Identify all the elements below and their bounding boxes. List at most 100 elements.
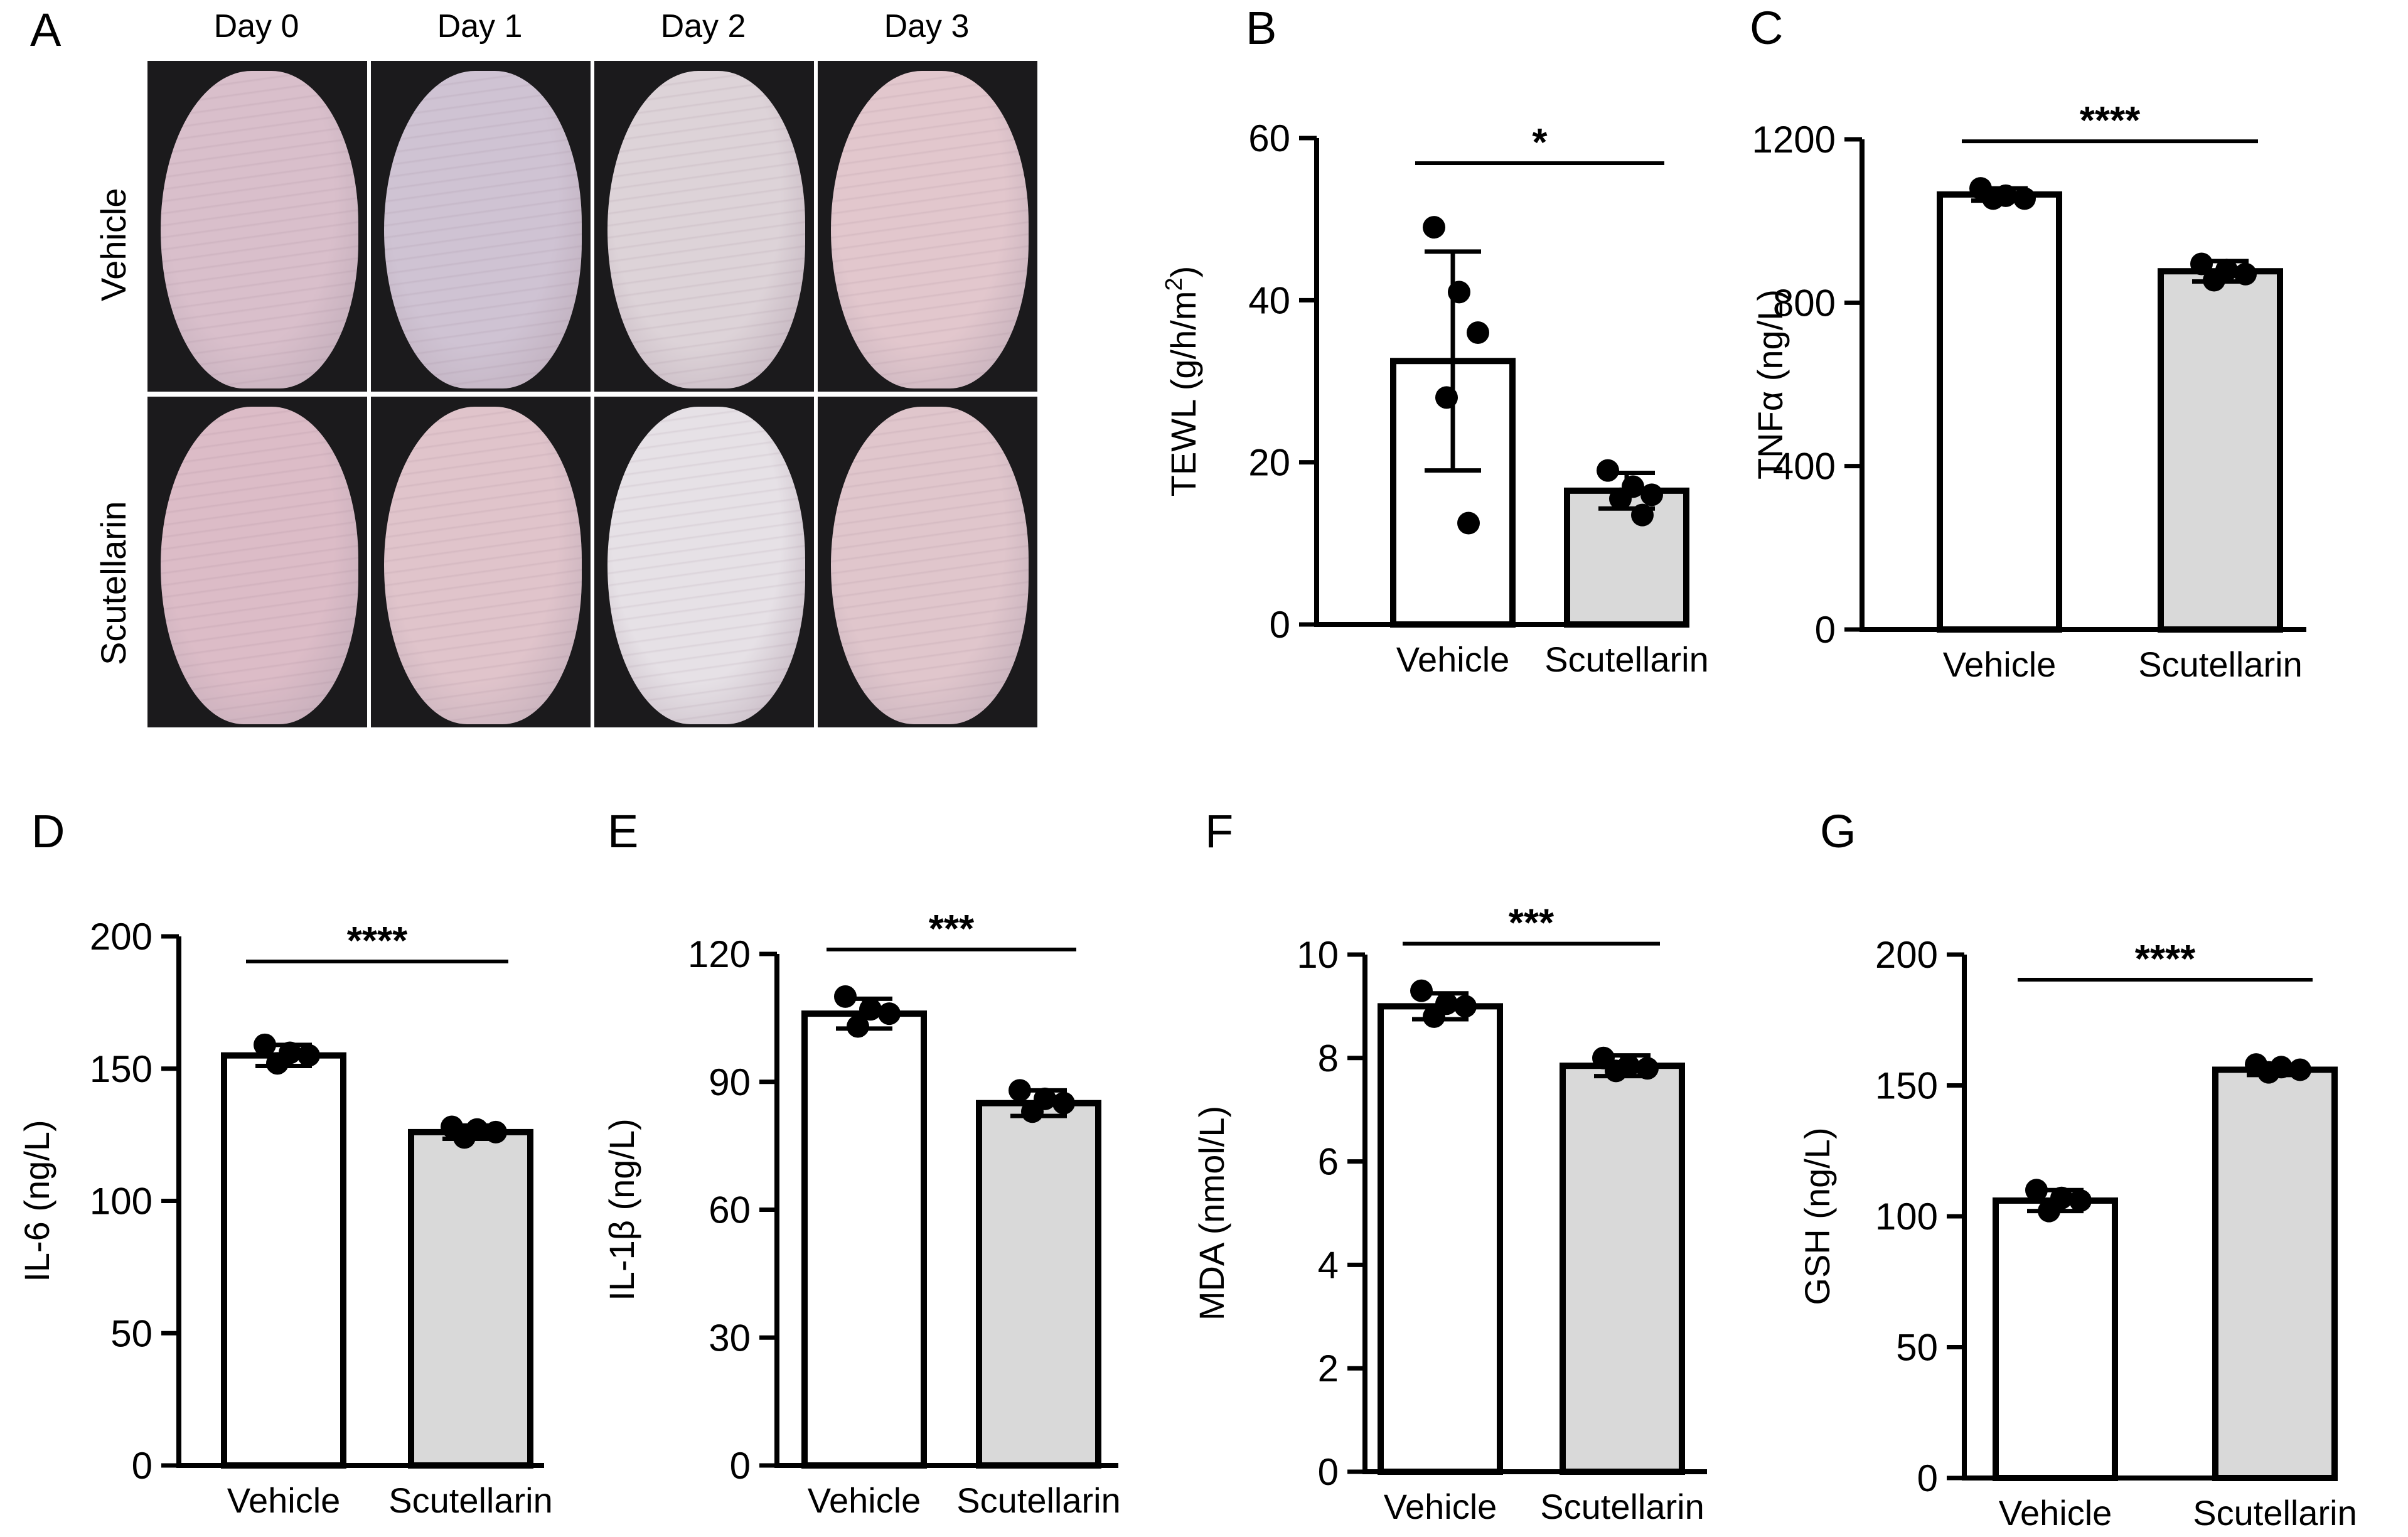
data-point <box>1009 1079 1031 1102</box>
chart-d: D 0 50 100 150 200 IL-6 (ng/L) Vehicle Scutellar… <box>17 805 553 1520</box>
bar-vehicle <box>1993 1197 2118 1481</box>
data-point <box>2069 1189 2092 1212</box>
data-point <box>2025 1179 2048 1202</box>
y-tick-label: 1200 <box>1752 119 1836 161</box>
data-point <box>847 1015 869 1038</box>
y-tick-label: 800 <box>1773 282 1836 324</box>
panel-d-letter: D <box>31 805 65 857</box>
data-point <box>1609 487 1632 510</box>
y-tick-label: 10 <box>1297 934 1339 976</box>
y-tick-label: 30 <box>709 1317 751 1359</box>
significance-stars: **** <box>347 919 408 963</box>
data-point <box>453 1126 476 1149</box>
y-tick-label: 50 <box>1896 1327 1938 1369</box>
y-tick-label: 90 <box>709 1061 751 1103</box>
y-axis-label: MDA (nmol/L) <box>1192 1106 1231 1320</box>
data-point <box>1605 1059 1627 1083</box>
data-point <box>2190 252 2213 276</box>
panel-e-letter: E <box>607 805 638 857</box>
data-point <box>1423 1005 1445 1028</box>
bar-scutellarin <box>408 1128 533 1469</box>
data-point <box>2257 1061 2280 1084</box>
bar-scutellarin <box>1564 487 1689 628</box>
data-point <box>1435 386 1458 409</box>
bar-scutellarin <box>2158 268 2283 633</box>
y-tick-label: 20 <box>1248 442 1290 484</box>
data-point <box>254 1033 276 1056</box>
y-tick-label: 400 <box>1773 446 1836 488</box>
data-point <box>1640 483 1663 506</box>
data-point <box>1423 216 1445 239</box>
bar-scutellarin <box>1560 1063 1685 1475</box>
bar-vehicle <box>801 1010 927 1469</box>
y-axis-label: GSH (ng/L) <box>1797 1127 1837 1305</box>
chart-e: E 0 30 60 90 120 IL-1β (ng/L) Vehicle Scutellari… <box>602 805 1121 1520</box>
x-tick-label-vehicle: Vehicle <box>1999 1493 2112 1533</box>
y-tick-label: 0 <box>1815 609 1836 651</box>
y-tick-label: 0 <box>1318 1451 1339 1493</box>
bar-vehicle <box>221 1052 346 1469</box>
panel-a-letter: A <box>30 4 62 56</box>
data-point <box>834 985 857 1008</box>
y-tick-label: 40 <box>1248 279 1290 321</box>
x-tick-label-vehicle: Vehicle <box>1384 1487 1497 1526</box>
significance-stars: **** <box>2080 99 2141 142</box>
chart-b: B 0 20 40 60 TEWL (g/h/m2) Vehicle Scutellarin * <box>1161 2 1709 679</box>
y-tick-label: 200 <box>90 916 153 958</box>
photo-scutellarin-day2 <box>594 397 814 727</box>
x-tick-label-scutellarin: Scutellarin <box>1540 1487 1704 1526</box>
data-point <box>878 1002 901 1026</box>
y-tick-label: 4 <box>1318 1244 1339 1286</box>
significance-stars: * <box>1532 121 1548 164</box>
y-axis-label: TNFα (ng/L) <box>1750 289 1790 479</box>
data-point <box>1448 281 1470 304</box>
data-point <box>1597 459 1619 482</box>
data-point <box>1467 321 1489 344</box>
photo-scutellarin-day1 <box>371 397 591 727</box>
x-tick-label-vehicle: Vehicle <box>808 1481 921 1520</box>
significance-stars: *** <box>1509 902 1554 945</box>
y-tick-label: 100 <box>90 1181 153 1223</box>
data-point <box>2289 1058 2311 1081</box>
data-point <box>1636 1057 1659 1080</box>
y-tick-label: 100 <box>1875 1196 1938 1238</box>
y-tick-label: 50 <box>110 1312 153 1354</box>
y-tick-label: 60 <box>1248 117 1290 159</box>
y-tick-label: 0 <box>1917 1457 1938 1499</box>
data-point <box>1982 187 2004 210</box>
x-tick-label-scutellarin: Scutellarin <box>1544 640 1708 679</box>
y-tick-label: 0 <box>132 1445 153 1487</box>
data-point <box>859 998 882 1021</box>
photo-scutellarin-day3 <box>818 397 1037 727</box>
y-tick-label: 8 <box>1318 1037 1339 1079</box>
photo-vehicle-day2 <box>594 61 814 392</box>
y-axis-label: IL-6 (ng/L) <box>17 1120 56 1282</box>
y-tick-label: 120 <box>688 933 751 975</box>
x-tick-label-vehicle: Vehicle <box>1396 640 1510 679</box>
data-point <box>2013 187 2036 210</box>
photo-vehicle-day3 <box>818 61 1037 392</box>
chart-c: C 0 400 800 1200 TNFα (ng/L) Vehicle Scutellari… <box>1750 2 2306 684</box>
significance-stars: *** <box>929 908 975 951</box>
data-point <box>2038 1199 2060 1223</box>
day-0-label: Day 0 <box>213 8 299 45</box>
data-point <box>1021 1100 1044 1123</box>
data-point <box>1410 979 1433 1002</box>
data-point <box>2234 262 2257 286</box>
photo-scutellarin-day0 <box>147 397 367 727</box>
x-tick-label-scutellarin: Scutellarin <box>388 1481 552 1520</box>
x-tick-label-scutellarin: Scutellarin <box>2193 1493 2357 1533</box>
bar-vehicle <box>1378 1003 1503 1475</box>
data-point <box>2203 269 2225 292</box>
y-tick-label: 150 <box>90 1048 153 1090</box>
x-tick-label-vehicle: Vehicle <box>1943 645 2057 684</box>
data-point <box>297 1044 320 1067</box>
bar-scutellarin <box>976 1100 1101 1469</box>
chart-g: G 0 50 100 150 200 GSH (ng/L) Vehicle Scutellari… <box>1797 805 2357 1533</box>
panel-c-letter: C <box>1750 2 1783 54</box>
panel-f-letter: F <box>1205 805 1233 857</box>
y-tick-label: 150 <box>1875 1065 1938 1107</box>
panel-g-letter: G <box>1820 805 1856 857</box>
y-tick-label: 0 <box>730 1445 751 1487</box>
